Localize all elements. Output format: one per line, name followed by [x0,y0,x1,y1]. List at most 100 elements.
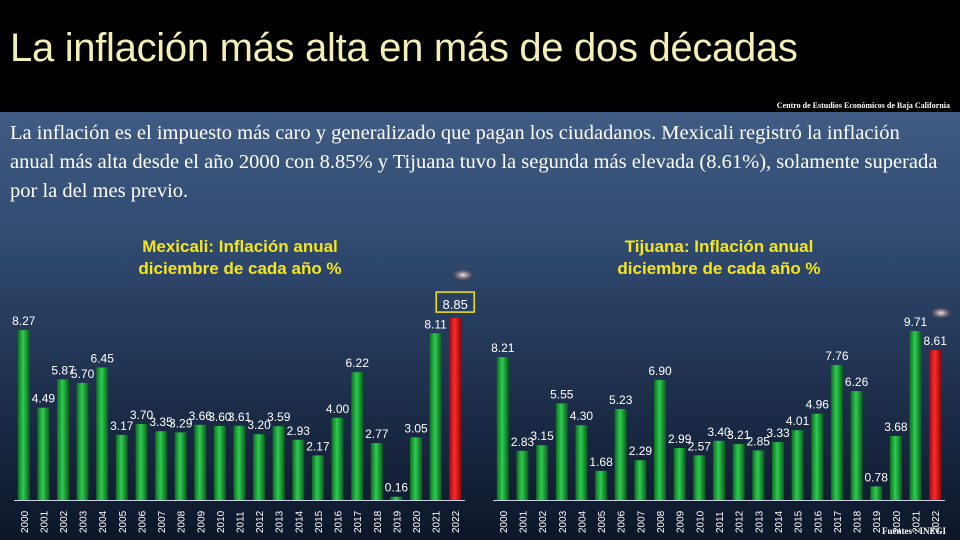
mexicali-bar-2020 [410,437,422,500]
tijuana-value-label-2011: 3.40 [707,425,731,439]
mexicali-category-label-2019: 2019 [392,510,403,533]
tijuana-category-label-2017: 2017 [833,510,844,533]
mexicali-bar-2017 [351,372,364,500]
tijuana-bar-2000 [496,357,509,500]
mexicali-bar-2013 [272,426,285,500]
mexicali-value-label-2014: 2.93 [287,424,311,438]
mexicali-bar-2002 [57,379,69,500]
mexicali-category-label-2015: 2015 [314,510,325,533]
mexicali-bar-2021 [429,333,442,500]
mexicali-category-label-2004: 2004 [98,510,109,533]
mexicali-value-label-2022: 8.85 [443,297,468,312]
mexicali-category-label-2000: 2000 [20,510,31,533]
tijuana-value-label-2009: 2.99 [668,432,692,446]
tijuana-bar-2018 [850,391,863,500]
tijuana-chart: 8.21 2000 2.83 2001 3.15 2002 5.55 2003 4.30 2004… [491,315,947,533]
mexicali-value-label-2006: 3.70 [130,408,154,422]
mexicali-category-label-2007: 2007 [157,510,168,533]
mexicali-category-label-2002: 2002 [59,510,70,533]
mexicali-value-label-2008: 3.29 [169,416,193,430]
tijuana-value-label-2001: 2.83 [511,435,535,449]
mexicali-category-label-2016: 2016 [334,510,345,533]
tijuana-value-label-2005: 1.68 [589,455,613,469]
source-credit: Centro de Estudios Económicos de Baja Ca… [776,101,950,110]
mexicali-value-label-2013: 3.59 [267,410,291,424]
mexicali-bar-2022 [449,318,462,500]
tijuana-value-label-2015: 4.01 [786,414,810,428]
tijuana-bar-2010 [693,455,706,500]
tijuana-value-label-2017: 7.76 [825,349,849,363]
tijuana-value-label-2008: 6.90 [648,364,672,378]
mexicali-bar-2004 [96,367,109,500]
mexicali-value-label-2020: 3.05 [404,421,428,435]
mexicali-chart: 8.27 2000 4.49 2001 5.87 2002 5.70 2003 6.45 2004… [12,291,475,533]
mexicali-category-label-2008: 2008 [177,510,188,533]
mexicali-bar-2012 [253,434,266,500]
tijuana-chart-title-line-2: diciembre de cada año % [617,259,821,278]
tijuana-bar-2002 [536,445,549,500]
mexicali-bar-2019 [390,496,403,500]
tijuana-bar-2008 [654,379,666,500]
tijuana-value-label-2021: 9.71 [904,315,928,329]
tijuana-bar-2014 [772,442,784,500]
mexicali-category-label-2003: 2003 [79,510,90,533]
mexicali-value-label-2015: 2.17 [306,439,330,453]
mexicali-bar-2009 [194,424,207,500]
tijuana-bar-2001 [516,450,529,500]
tijuana-bar-2017 [830,365,843,500]
mexicali-value-label-2002: 5.87 [51,363,75,377]
mexicali-bar-2005 [115,434,128,500]
tijuana-category-label-2002: 2002 [538,510,549,533]
tijuana-value-label-2006: 5.23 [609,393,633,407]
tijuana-value-label-2012: 3.21 [727,428,751,442]
tijuana-category-label-2019: 2019 [872,510,883,533]
tijuana-bar-2016 [811,413,824,500]
tijuana-value-label-2010: 2.57 [688,439,712,453]
mexicali-value-label-2005: 3.17 [110,419,134,433]
tijuana-value-label-2018: 6.26 [845,375,869,389]
title-bar [0,0,960,112]
mexicali-value-label-2009: 3.66 [189,409,213,423]
tijuana-category-label-2020: 2020 [892,510,903,533]
mexicali-value-label-2012: 3.20 [247,418,271,432]
mexicali-bar-2015 [311,455,324,500]
tijuana-bar-2019 [870,486,883,500]
mexicali-category-label-2014: 2014 [294,510,305,533]
tijuana-value-label-2022: 8.61 [924,334,948,348]
mexicali-highlight-box [435,291,475,313]
tijuana-value-label-2000: 8.21 [491,341,515,355]
mexicali-value-label-2021: 8.11 [424,317,447,331]
mexicali-bar-2003 [76,382,89,500]
mexicali-chart-title-line-1: Mexicali: Inflación anual [142,237,338,256]
tijuana-bar-2012 [732,444,745,500]
mexicali-bar-2011 [233,425,246,500]
mexicali-glow-decoration [452,269,474,281]
tijuana-bar-2003 [555,403,568,500]
mexicali-chart-title-line-2: diciembre de cada año % [138,259,342,278]
mexicali-value-label-2001: 4.49 [32,392,56,406]
tijuana-value-label-2013: 2.85 [747,434,771,448]
mexicali-category-label-2010: 2010 [216,510,227,533]
mexicali-bar-2010 [213,426,226,500]
tijuana-category-label-2010: 2010 [695,510,706,533]
tijuana-category-label-2007: 2007 [636,510,647,533]
tijuana-value-label-2016: 4.96 [806,398,830,412]
mexicali-value-label-2010: 3.60 [208,410,232,424]
tijuana-bar-2005 [595,470,608,500]
tijuana-category-label-2000: 2000 [499,510,510,533]
mexicali-category-label-2022: 2022 [451,510,462,533]
tijuana-category-label-2021: 2021 [912,510,923,533]
mexicali-bar-2014 [292,439,305,500]
mexicali-category-label-2018: 2018 [373,510,384,533]
tijuana-category-label-2004: 2004 [577,510,588,533]
mexicali-value-label-2003: 5.70 [71,367,95,381]
page-title: La inflación más alta en más de dos déca… [10,26,798,70]
mexicali-category-label-2001: 2001 [39,510,50,533]
mexicali-chart-title: Mexicali: Inflación anual diciembre de c… [80,236,400,280]
tijuana-value-label-2019: 0.78 [865,470,889,484]
mexicali-bar-2018 [370,443,383,500]
mexicali-bar-2007 [155,431,168,500]
tijuana-value-label-2014: 3.33 [766,426,790,440]
tijuana-category-label-2022: 2022 [931,510,942,533]
